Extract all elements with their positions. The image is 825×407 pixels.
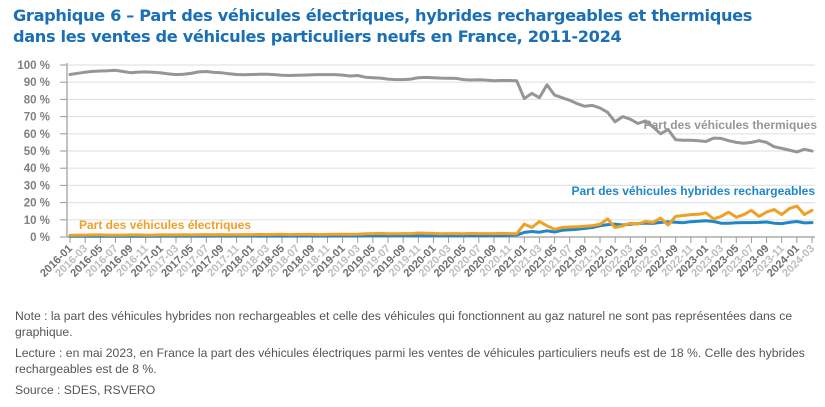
chart-notes: Note : la part des véhicules hybrides no… [15, 308, 815, 403]
chart-title: Graphique 6 – Part des véhicules électri… [13, 5, 813, 47]
line-chart: 0 % 10 % 20 % 30 % 40 % 50 % 60 % 70 % 80 % 90 % 1… [17, 60, 817, 280]
chart-title-line-1: Graphique 6 – Part des véhicules électri… [13, 6, 753, 25]
lecture-text: Lecture : en mai 2023, en France la part… [15, 346, 805, 376]
series-line-thermiques [68, 68, 814, 154]
source-text: Source : SDES, RSVERO [15, 383, 156, 397]
note-text: Note : la part des véhicules hybrides no… [15, 309, 793, 339]
gridlines [68, 64, 815, 221]
y-tick-label: 70 % [24, 112, 50, 124]
y-tick-label: 60 % [24, 129, 50, 141]
y-tick-label: 40 % [24, 163, 50, 175]
y-tick-label: 50 % [24, 146, 50, 158]
y-tick-label: 20 % [24, 198, 50, 210]
series-line-electriques [68, 204, 814, 237]
y-tick-label: 10 % [24, 215, 50, 227]
x-axis: 2016-012016-032016-052016-072016-092016-… [38, 236, 817, 280]
y-tick-label: 30 % [24, 180, 50, 192]
series-label-thermiques: Part des véhicules thermiques [644, 118, 818, 132]
series-labels: Part des véhicules thermiques Part des v… [79, 118, 817, 232]
y-tick-label: 80 % [24, 94, 50, 106]
chart-title-line-2: dans les ventes de véhicules particulier… [13, 27, 622, 46]
y-tick-label: 100 % [17, 60, 50, 72]
y-axis: 0 % 10 % 20 % 30 % 40 % 50 % 60 % 70 % 80 % 90 % 1… [17, 60, 68, 244]
y-tick-label: 0 % [30, 232, 50, 244]
y-tick-label: 90 % [24, 77, 50, 89]
series-label-hybrides: Part des véhicules hybrides rechargeable… [572, 184, 816, 198]
series-lines [68, 68, 814, 238]
series-label-electriques: Part des véhicules électriques [79, 218, 251, 232]
